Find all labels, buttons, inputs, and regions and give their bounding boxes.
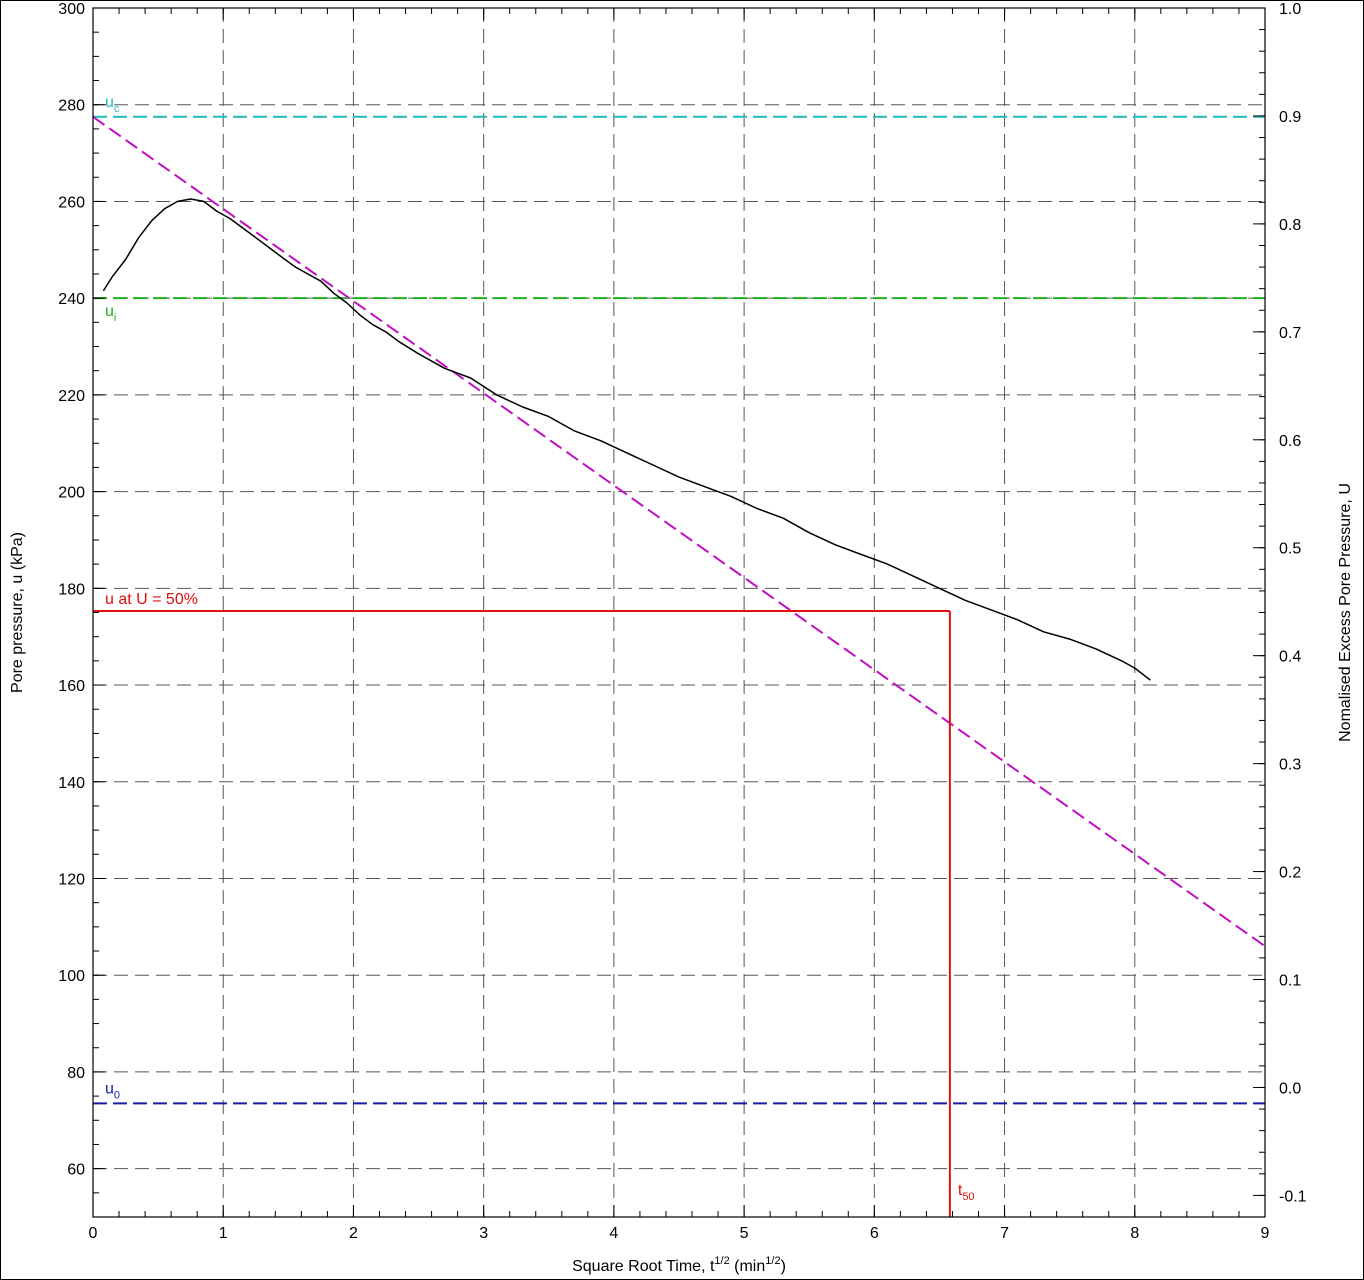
y2-tick-label: 1.0 xyxy=(1279,1,1301,18)
y-tick-label: 100 xyxy=(58,968,85,985)
y2-tick-label: 0.6 xyxy=(1279,433,1301,450)
axis-labels: Square Root Time, t1/2 (min1/2) Pore pre… xyxy=(9,483,1354,1275)
series xyxy=(102,198,1151,681)
y2-tick-label: 0.7 xyxy=(1279,325,1301,342)
y-tick-label: 160 xyxy=(58,678,85,695)
plot-area-border xyxy=(92,7,1266,1218)
y-tick-label: 200 xyxy=(58,485,85,502)
y-tick-label: 260 xyxy=(58,194,85,211)
reference-lines: uc ui u0 u at U = 50% t50 xyxy=(92,94,1266,1217)
x-tick-label: 1 xyxy=(219,1225,228,1242)
y2-tick-label: 0.2 xyxy=(1279,865,1301,882)
t50-label: t50 xyxy=(958,1182,975,1203)
y-tick-label: 220 xyxy=(58,388,85,405)
y2-tick-label: 0.1 xyxy=(1279,973,1301,990)
uc-label: uc xyxy=(105,94,120,115)
y2-tick-label: 0.5 xyxy=(1279,541,1301,558)
y-tick-label: 300 xyxy=(58,1,85,18)
y-tick-label: 140 xyxy=(58,775,85,792)
y-tick-label: 80 xyxy=(67,1065,85,1082)
x-axis-label: Square Root Time, t1/2 (min1/2) xyxy=(572,1255,786,1275)
y2-axis-label: Nomalised Excess Pore Pressure, U xyxy=(1337,483,1354,742)
y2-tick-label: 0.0 xyxy=(1279,1080,1301,1097)
y-tick-label: 180 xyxy=(58,581,85,598)
x-tick-label: 0 xyxy=(89,1225,98,1242)
y2-tick-label: -0.1 xyxy=(1279,1188,1307,1205)
y-tick-label: 240 xyxy=(58,291,85,308)
x-tick-label: 5 xyxy=(740,1225,749,1242)
x-tick-label: 2 xyxy=(349,1225,358,1242)
u0-label: u0 xyxy=(105,1080,120,1101)
x-tick-label: 4 xyxy=(609,1225,618,1242)
y2-tick-label: 0.8 xyxy=(1279,217,1301,234)
y-tick-label: 120 xyxy=(58,871,85,888)
x-tick-label: 8 xyxy=(1130,1225,1139,1242)
x-tick-label: 9 xyxy=(1261,1225,1270,1242)
x-tick-label: 6 xyxy=(870,1225,879,1242)
axis-ticks: 0 1 2 3 4 5 6 7 8 9 60 80 100 120 140 160 180 200 220 240 26… xyxy=(58,1,1306,1242)
y2-tick-label: 0.4 xyxy=(1279,649,1301,666)
x-tick-label: 7 xyxy=(1000,1225,1009,1242)
y2-tick-label: 0.3 xyxy=(1279,757,1301,774)
y2-tick-label: 0.9 xyxy=(1279,109,1301,126)
grid xyxy=(93,8,1265,1217)
ui-label: ui xyxy=(105,303,116,324)
fit-line xyxy=(92,115,1266,948)
u50-label: u at U = 50% xyxy=(105,591,198,608)
y-axis-label: Pore pressure, u (kPa) xyxy=(9,532,26,693)
y-tick-label: 280 xyxy=(58,98,85,115)
y-tick-label: 60 xyxy=(67,1162,85,1179)
x-tick-label: 3 xyxy=(479,1225,488,1242)
pore-pressure-series xyxy=(102,198,1151,681)
